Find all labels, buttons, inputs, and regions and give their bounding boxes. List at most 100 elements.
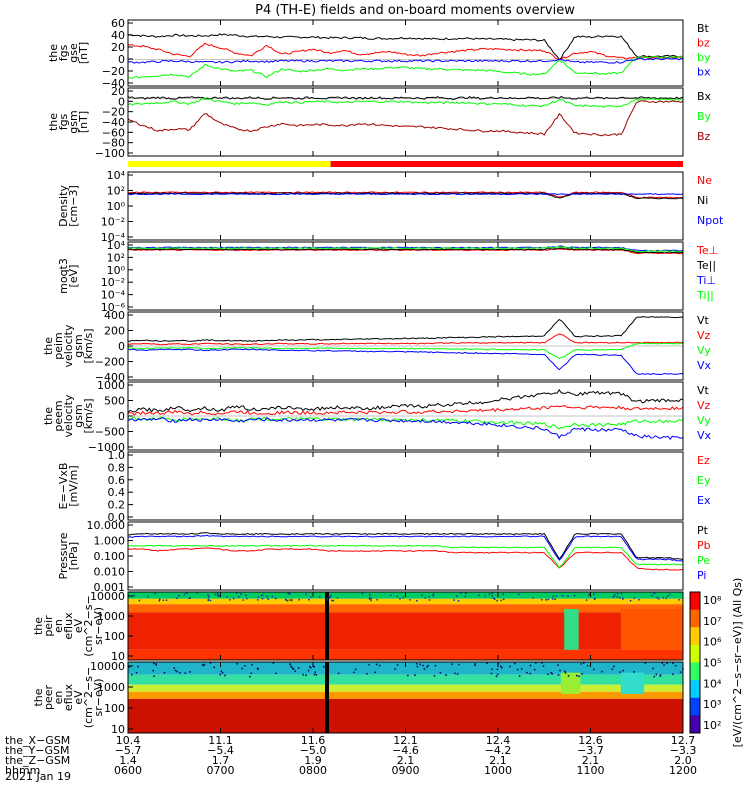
spectrogram-noise: [369, 594, 371, 596]
spectrogram-noise: [484, 595, 487, 598]
y-axis-label-line: [cm−3]: [67, 185, 80, 227]
legend-entry: Ti||: [696, 289, 714, 302]
colorbar-swatch: [690, 609, 700, 628]
series-line-Pi: [127, 534, 684, 562]
spectrogram-noise: [158, 600, 161, 602]
legend-entry: Ne: [697, 174, 712, 187]
bottom-axis: 2021 Jan 19 the_X−GSM 10.4 11.1 11.6 12.1 12.…: [5, 734, 697, 783]
spectrogram-noise: [260, 594, 263, 597]
spectrogram-noise: [314, 671, 316, 673]
spectrogram-noise: [557, 674, 560, 676]
y-axis-label-line: fgs: [57, 113, 70, 130]
spectrogram-noise: [552, 595, 554, 598]
spectrogram-noise: [309, 665, 311, 668]
spectrogram-noise: [184, 672, 186, 674]
spectrogram-noise: [593, 593, 595, 595]
y-tick-label: −400: [95, 371, 125, 384]
y-tick-label: 10²: [107, 185, 125, 198]
spectrogram-noise: [152, 669, 154, 672]
spectrogram-noise: [256, 667, 259, 670]
legend-entry: Ti⊥: [696, 274, 716, 287]
spectrogram-noise: [633, 597, 636, 599]
spectrogram-noise: [619, 671, 622, 673]
colorbar-tick-label: 10³: [703, 698, 721, 711]
x-row-value: 2.0: [674, 754, 692, 767]
y-axis-label: Pressure[nPa]: [57, 532, 80, 579]
legend-entry: by: [697, 51, 711, 64]
colorbar-tick-label: 10⁶: [703, 636, 722, 649]
spectrogram-noise: [325, 598, 328, 601]
spectrogram-noise: [374, 671, 377, 674]
spectrogram-noise: [614, 593, 616, 596]
legend-entry: Vy: [697, 414, 711, 427]
spectrogram-noise: [147, 595, 149, 598]
spectrogram-noise: [305, 593, 307, 596]
panel-ion-spectrogram: 10000 1000 100 10 thepeirenefluxeV(cm^2−s−sr…: [32, 590, 684, 663]
legend-entry: Ez: [697, 454, 710, 467]
spectrogram-noise: [226, 596, 228, 598]
spectrogram-noise: [586, 664, 589, 667]
y-tick-label: 100: [104, 630, 125, 643]
y-tick-label: 10⁻⁴: [101, 289, 126, 302]
spectrogram-band: [128, 662, 683, 675]
panel-ion-velocity: 4002000−200−400thepeimvelocitygsm[km/s]V…: [42, 309, 712, 384]
spectrogram-noise: [493, 598, 496, 600]
series-line-Vz: [127, 333, 683, 346]
spectrogram-noise: [375, 663, 378, 666]
series-line-bz: [127, 42, 684, 61]
spectrogram-noise: [294, 670, 296, 672]
spectrogram-noise: [179, 671, 181, 674]
y-axis-label-line: peem: [52, 400, 65, 431]
spectrogram-noise: [416, 599, 418, 602]
y-axis-label-line: gse: [67, 43, 80, 63]
x-row-label: the_Z−GSM: [5, 754, 70, 767]
x-row-value: −3.7: [577, 744, 604, 757]
legend-entry: Ey: [697, 474, 711, 487]
spectrogram-noise: [492, 597, 495, 600]
legend-entry: Pi: [697, 569, 706, 582]
y-tick-label: 200: [104, 325, 125, 338]
spectrogram-noise: [221, 672, 224, 674]
y-axis-label-line: moqt3: [57, 258, 70, 294]
y-axis-label-line: [mV/m]: [67, 465, 80, 506]
spectrogram-noise: [653, 675, 656, 678]
spectrogram-noise: [535, 662, 537, 664]
spectrogram-noise: [288, 599, 291, 601]
spectrogram-noise: [396, 664, 399, 666]
y-axis-label-line: E=−VxB: [57, 463, 70, 510]
spectrogram-noise: [622, 598, 624, 600]
panel-density: 10⁴ 10² 10⁰ 10⁻² 10⁻⁴ Density[cm−3] Ne Ni Npot: [57, 169, 724, 244]
spectrogram-noise: [209, 662, 212, 664]
spectrogram-noise: [155, 664, 157, 666]
spectrogram-noise: [302, 673, 304, 676]
spectrogram-noise: [532, 596, 534, 599]
spectrogram-noise: [305, 674, 307, 677]
x-row-value: 12.4: [486, 734, 511, 747]
y-axis-label-line: Pressure: [57, 532, 70, 579]
date-label: 2021 Jan 19: [5, 770, 71, 783]
spectrogram-noise: [326, 597, 329, 600]
spectrogram-noise: [655, 673, 658, 676]
x-row-label: the_Y−GSM: [5, 744, 70, 757]
series-line-Npot: [127, 193, 684, 196]
y-tick-label: 60: [111, 17, 125, 30]
y-tick-label: 10⁰: [107, 200, 126, 213]
spectrogram-noise: [297, 667, 300, 669]
series-line-Ti||: [127, 245, 684, 253]
spectrogram-noise: [520, 668, 523, 670]
spectrogram-noise: [501, 666, 503, 669]
spectrogram-noise: [672, 662, 674, 665]
series-line-Pt: [127, 532, 684, 561]
y-tick-label: 10⁻⁶: [101, 301, 126, 314]
spectrogram-feature: [560, 672, 581, 694]
spectrogram-noise: [659, 675, 662, 677]
y-axis-label-line: [km/s]: [82, 398, 95, 433]
spectrogram-noise: [313, 665, 315, 668]
spectrogram-noise: [629, 600, 632, 602]
spectrogram-noise: [261, 597, 264, 600]
y-axis-label-line: sr−eV): [92, 607, 105, 645]
spectrogram-noise: [415, 662, 418, 665]
spectrogram-noise: [407, 674, 409, 677]
